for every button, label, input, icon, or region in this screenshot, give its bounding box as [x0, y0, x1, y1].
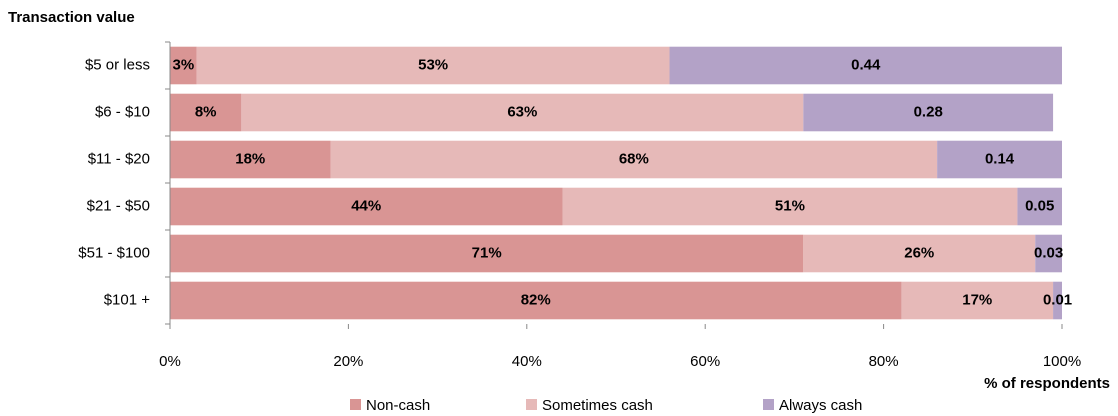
legend-label: Sometimes cash — [542, 397, 653, 414]
data-label: 18% — [235, 150, 265, 167]
bar-segment — [170, 187, 563, 226]
x-tick-label: 100% — [1043, 353, 1081, 370]
y-tick-label: $21 - $50 — [87, 197, 150, 214]
y-axis-title: Transaction value — [8, 9, 135, 26]
data-label: 44% — [351, 197, 381, 214]
data-label: 0.44 — [851, 56, 881, 73]
bar-segment — [803, 234, 1036, 273]
data-label: 51% — [775, 197, 805, 214]
legend-swatch — [350, 399, 361, 410]
bar-segment — [196, 46, 670, 85]
y-tick-label: $5 or less — [85, 56, 150, 73]
data-label: 68% — [619, 150, 649, 167]
y-tick-label: $6 - $10 — [95, 103, 150, 120]
data-label: 0.01 — [1043, 291, 1072, 308]
data-label: 82% — [521, 291, 551, 308]
x-tick-label: 20% — [333, 353, 363, 370]
bar-segment — [330, 140, 938, 179]
bar-segment — [562, 187, 1018, 226]
bar-segment — [170, 281, 902, 320]
data-label: 0.03 — [1034, 244, 1063, 261]
bar-segment — [170, 140, 331, 179]
bar-segment — [170, 46, 197, 85]
data-label: 26% — [904, 244, 934, 261]
data-label: 17% — [962, 291, 992, 308]
y-tick-label: $11 - $20 — [88, 150, 150, 167]
data-label: 0.28 — [914, 103, 943, 120]
bar-segment — [937, 140, 1062, 179]
bar-segment — [669, 46, 1062, 85]
legend-swatch — [763, 399, 774, 410]
bar-segment — [901, 281, 1054, 320]
bar-segment — [1053, 281, 1062, 320]
legend-label: Always cash — [779, 397, 862, 414]
x-axis-title: % of respondents — [984, 375, 1110, 392]
bar-segment — [170, 93, 242, 132]
x-tick-label: 60% — [690, 353, 720, 370]
data-label: 8% — [195, 103, 217, 120]
bar-segment — [803, 93, 1054, 132]
bar-segment — [1017, 187, 1062, 226]
data-label: 53% — [418, 56, 448, 73]
x-tick-label: 0% — [159, 353, 181, 370]
x-tick-label: 40% — [512, 353, 542, 370]
x-tick-label: 80% — [869, 353, 899, 370]
bar-segment — [1035, 234, 1062, 273]
legend-swatch — [526, 399, 537, 410]
legend-label: Non-cash — [366, 397, 430, 414]
y-tick-label: $101 + — [104, 291, 151, 308]
bar-segment — [241, 93, 804, 132]
data-label: 3% — [173, 56, 195, 73]
y-tick-label: $51 - $100 — [78, 244, 150, 261]
bar-segment — [170, 234, 804, 273]
data-label: 71% — [472, 244, 502, 261]
data-label: 0.14 — [985, 150, 1015, 167]
data-label: 63% — [507, 103, 537, 120]
data-label: 0.05 — [1025, 197, 1054, 214]
